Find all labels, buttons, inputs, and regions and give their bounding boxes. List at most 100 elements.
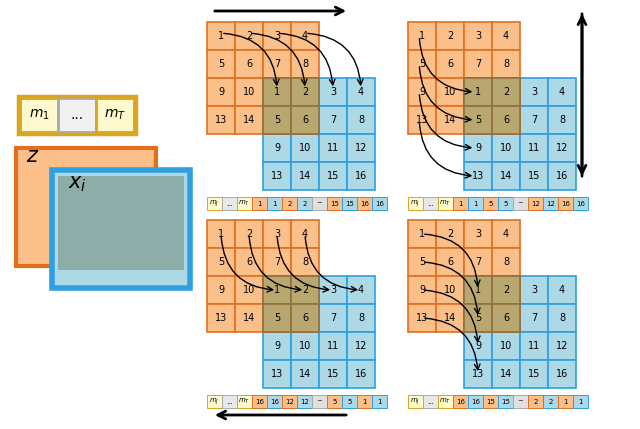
Text: 1: 1	[563, 399, 568, 405]
Text: 13: 13	[271, 369, 283, 379]
Bar	[235, 248, 263, 276]
Bar	[558, 197, 573, 210]
Text: 12: 12	[531, 200, 540, 206]
Text: 3: 3	[531, 87, 537, 97]
Bar	[548, 78, 576, 106]
Text: 1: 1	[475, 87, 481, 97]
Text: 15: 15	[528, 171, 540, 181]
Bar	[492, 106, 520, 134]
Bar	[492, 332, 520, 360]
Bar	[528, 197, 543, 210]
Text: 7: 7	[330, 313, 336, 323]
Bar	[548, 106, 576, 134]
Bar	[498, 395, 513, 408]
Text: $m_1$: $m_1$	[29, 108, 49, 122]
Text: 3: 3	[274, 31, 280, 41]
Bar	[263, 78, 291, 106]
Bar	[16, 148, 156, 266]
Text: 15: 15	[486, 399, 495, 405]
Bar	[464, 248, 492, 276]
Text: 1: 1	[274, 285, 280, 295]
Text: 2: 2	[302, 285, 308, 295]
Bar	[237, 395, 252, 408]
Text: 14: 14	[500, 369, 512, 379]
Bar	[319, 106, 347, 134]
Bar	[342, 197, 357, 210]
Text: 15: 15	[327, 369, 339, 379]
Bar	[96, 98, 134, 132]
Text: 2: 2	[447, 31, 453, 41]
Text: 7: 7	[274, 257, 280, 267]
Text: 13: 13	[472, 369, 484, 379]
Bar	[312, 395, 327, 408]
Text: $m_T$: $m_T$	[239, 199, 250, 208]
Bar	[297, 395, 312, 408]
Bar	[263, 276, 291, 304]
Bar	[291, 50, 319, 78]
Text: 1: 1	[458, 200, 463, 206]
Text: 3: 3	[330, 87, 336, 97]
Text: 1: 1	[475, 285, 481, 295]
Bar	[492, 276, 520, 304]
Bar	[207, 395, 222, 408]
Bar	[319, 162, 347, 190]
Text: 15: 15	[345, 200, 354, 206]
Text: 6: 6	[503, 115, 509, 125]
Text: 14: 14	[299, 369, 311, 379]
Text: 5: 5	[419, 257, 425, 267]
Text: 4: 4	[503, 229, 509, 239]
Text: 1: 1	[475, 285, 481, 295]
Bar	[492, 276, 520, 304]
Bar	[492, 106, 520, 134]
Bar	[492, 22, 520, 50]
Bar	[423, 395, 438, 408]
Text: 1: 1	[419, 229, 425, 239]
Text: 1: 1	[274, 87, 280, 97]
Bar	[291, 276, 319, 304]
Bar	[291, 304, 319, 332]
Text: $m_T$: $m_T$	[440, 397, 452, 406]
Bar	[520, 106, 548, 134]
Text: ...: ...	[70, 108, 84, 122]
Text: 6: 6	[503, 313, 509, 323]
Text: 1: 1	[475, 87, 481, 97]
Bar	[291, 78, 319, 106]
Text: 8: 8	[358, 313, 364, 323]
Bar	[235, 22, 263, 50]
Bar	[263, 332, 291, 360]
Bar	[207, 78, 235, 106]
Bar	[263, 106, 291, 134]
Bar	[436, 276, 464, 304]
Bar	[18, 96, 136, 134]
Bar	[520, 78, 548, 106]
Text: 5: 5	[332, 399, 337, 405]
Bar	[319, 304, 347, 332]
Text: 10: 10	[299, 143, 311, 153]
Text: 6: 6	[302, 313, 308, 323]
Bar	[347, 106, 375, 134]
Text: 6: 6	[503, 313, 509, 323]
Bar	[573, 395, 588, 408]
Text: 13: 13	[472, 171, 484, 181]
Bar	[312, 197, 327, 210]
Text: 1: 1	[218, 229, 224, 239]
Text: 14: 14	[243, 313, 255, 323]
Bar	[408, 395, 423, 408]
Text: 16: 16	[299, 313, 311, 323]
Text: 2: 2	[302, 87, 308, 97]
Text: 5: 5	[274, 313, 280, 323]
Text: 10: 10	[299, 341, 311, 351]
Text: 16: 16	[576, 200, 585, 206]
Text: 10: 10	[500, 143, 512, 153]
Text: 7: 7	[274, 59, 280, 69]
Text: 6: 6	[503, 115, 509, 125]
Text: 5: 5	[475, 313, 481, 323]
Bar	[464, 78, 492, 106]
Bar	[498, 197, 513, 210]
Bar	[423, 197, 438, 210]
Bar	[464, 134, 492, 162]
Text: 15: 15	[271, 313, 283, 323]
Bar	[342, 395, 357, 408]
Text: 15: 15	[327, 171, 339, 181]
Text: 10: 10	[500, 341, 512, 351]
